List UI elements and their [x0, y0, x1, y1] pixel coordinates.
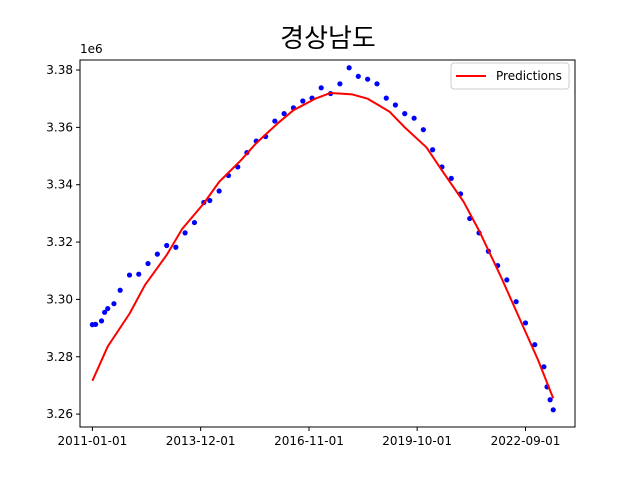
- y-tick-label: 3.38: [46, 63, 73, 77]
- data-point: [522, 320, 529, 326]
- data-point: [513, 299, 519, 305]
- axes-frame: [79, 59, 576, 428]
- data-point: [173, 244, 179, 250]
- data-point: [111, 301, 117, 307]
- data-point: [154, 251, 160, 257]
- data-point: [547, 397, 553, 403]
- data-point: [191, 219, 198, 226]
- data-point: [92, 321, 99, 327]
- y-axis: 3.26 3.28 3.30 3.32 3.34 3.36 3.38: [46, 63, 80, 421]
- y-tick-label: 3.26: [46, 407, 73, 421]
- series-layer: [89, 65, 556, 413]
- legend: Predictions: [450, 62, 570, 90]
- data-point: [430, 147, 436, 153]
- data-point: [136, 271, 142, 277]
- data-point: [392, 102, 398, 108]
- data-point: [207, 197, 213, 204]
- predictions-line: [91, 91, 555, 399]
- data-point: [126, 272, 133, 278]
- data-point: [145, 260, 151, 267]
- data-point: [216, 188, 222, 194]
- data-point: [117, 287, 123, 293]
- data-point: [504, 277, 510, 283]
- data-point: [102, 309, 108, 315]
- data-point: [448, 175, 454, 182]
- data-point: [98, 318, 105, 324]
- data-point: [532, 342, 538, 348]
- data-point: [541, 364, 547, 370]
- plot-area: [79, 59, 576, 428]
- x-tick-label: 2013-12-01: [166, 434, 236, 448]
- data-point: [300, 98, 306, 104]
- data-point: [420, 127, 426, 133]
- data-point: [182, 230, 188, 236]
- x-tick-label: 2016-11-01: [274, 434, 344, 448]
- data-point: [318, 85, 324, 91]
- y-tick-label: 3.28: [46, 350, 73, 364]
- data-point: [164, 242, 170, 249]
- x-tick-label: 2022-09-01: [491, 434, 561, 448]
- data-point: [281, 111, 287, 117]
- data-point: [550, 407, 556, 413]
- y-tick-label: 3.36: [46, 120, 73, 134]
- data-point: [346, 65, 352, 71]
- y-tick-label: 3.32: [46, 235, 73, 249]
- legend-label-predictions: Predictions: [496, 69, 562, 83]
- y-tick-label: 3.34: [46, 178, 73, 192]
- data-point: [272, 118, 278, 124]
- data-point: [402, 111, 408, 117]
- chart-title: 경상남도: [280, 24, 376, 54]
- x-tick-label: 2019-10-01: [382, 434, 452, 448]
- data-point: [355, 73, 361, 79]
- legend-box: [450, 62, 570, 90]
- y-tick-label: 3.30: [46, 292, 73, 306]
- y-offset-label: 1e6: [80, 42, 103, 56]
- data-point: [105, 305, 111, 312]
- data-point: [411, 115, 417, 121]
- x-tick-label: 2011-01-01: [58, 434, 128, 448]
- data-point: [383, 95, 389, 101]
- data-point: [374, 81, 380, 87]
- data-point: [337, 81, 343, 87]
- data-point: [365, 76, 371, 82]
- x-axis: 2011-01-01 2013-12-01 2016-11-01 2019-10-01…: [58, 427, 561, 448]
